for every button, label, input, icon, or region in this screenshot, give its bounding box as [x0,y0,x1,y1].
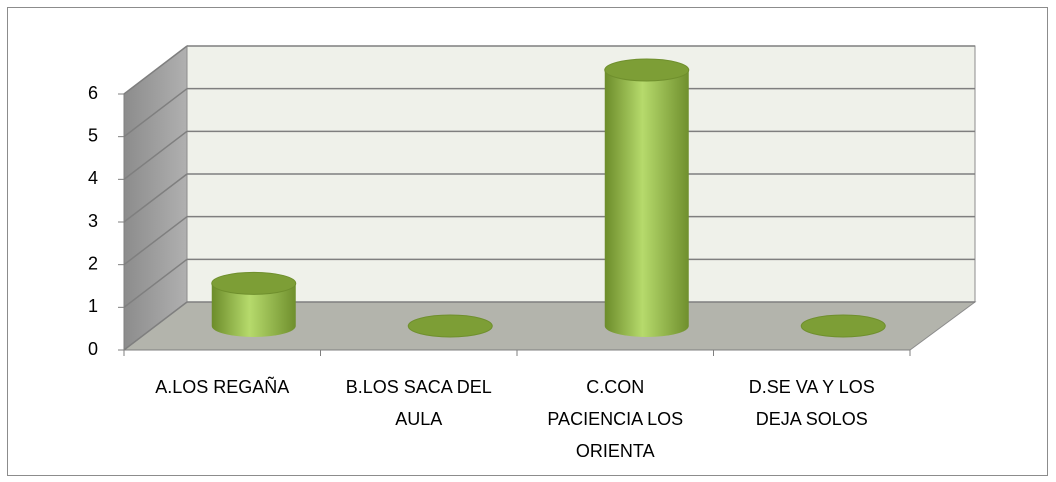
x-tick-label: A.LOS REGAÑA [155,376,289,397]
bar [211,271,297,337]
x-tick-label: D.SE VA Y LOS DEJA SOLOS [749,377,875,429]
grid-line [123,45,188,95]
y-tick-label: 0 [88,339,98,359]
y-tick-label: 2 [88,253,98,273]
grid-line [123,216,188,266]
bar-part [407,314,493,338]
grid-line [123,173,188,223]
x-tick-label: C.CON PACIENCIA LOS ORIENTA [547,377,683,461]
grid-line [123,130,188,180]
bar-part [211,283,296,337]
y-tick-label: 3 [88,211,98,231]
x-tick-label: B.LOS SACA DEL AULA [346,377,492,429]
grid-line [123,301,188,351]
grid-line [123,88,188,138]
bar-part [800,314,886,338]
y-tick-label: 6 [88,83,98,103]
y-tick-label: 1 [88,296,98,316]
bar-part [211,271,297,295]
bar-part [604,58,690,82]
bar [800,314,886,338]
bar-part [604,70,689,337]
y-tick-label: 5 [88,125,98,145]
bar [407,314,493,338]
grid-line [123,258,188,308]
bar [604,58,690,337]
y-tick-label: 4 [88,168,98,188]
